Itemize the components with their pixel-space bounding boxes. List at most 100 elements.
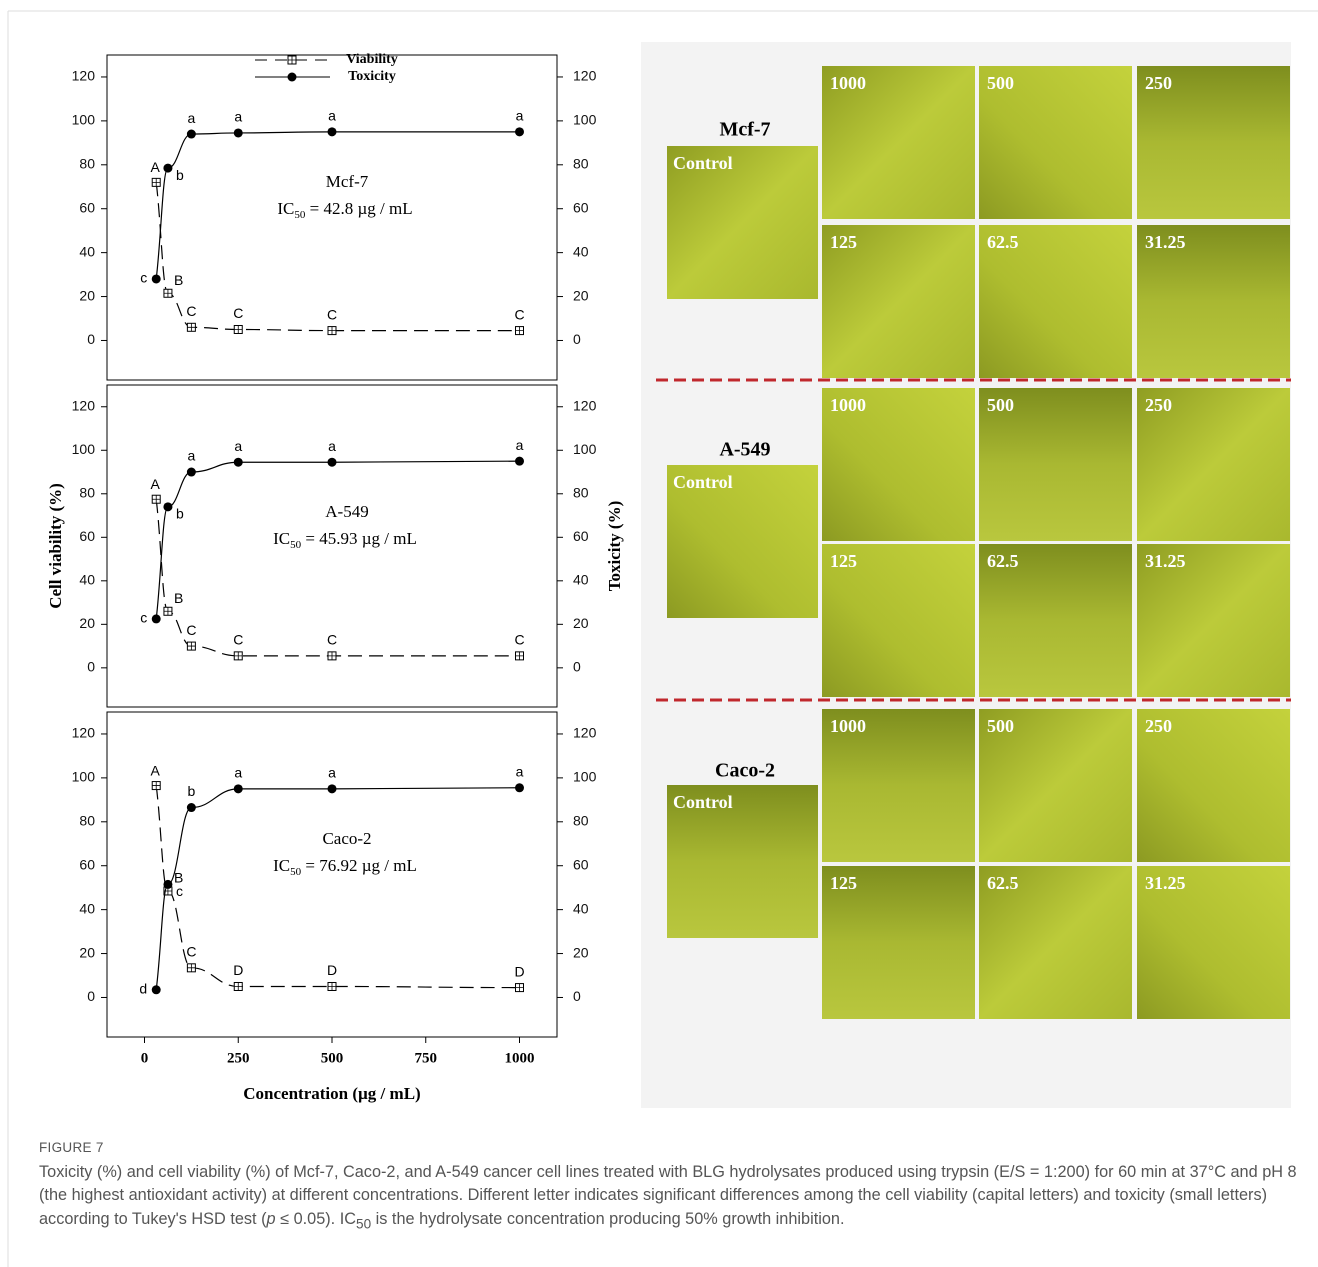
micrograph-label: Control: [673, 472, 733, 492]
micrograph: [822, 388, 975, 541]
ic50-sub: 50: [290, 866, 302, 878]
ic50-text: IC: [273, 856, 290, 875]
x-tick-label: 1000: [505, 1050, 535, 1066]
point-label: a: [328, 438, 336, 454]
y2-axis-label: Toxicity (%): [605, 501, 624, 592]
micrograph: [979, 544, 1132, 697]
toxicity-point: [163, 879, 173, 889]
micrograph-label: 500: [987, 73, 1014, 93]
micrograph: [1137, 709, 1290, 862]
y-tick-label: 60: [79, 199, 95, 215]
micrograph: [667, 465, 818, 618]
y2-tick-label: 40: [573, 572, 589, 588]
point-label: B: [174, 590, 183, 606]
marker-cross: [515, 326, 524, 335]
viability-point: [151, 177, 161, 187]
micrograph: [979, 225, 1132, 378]
point-label: C: [327, 306, 337, 322]
point-label: a: [516, 108, 524, 124]
point-label: D: [514, 963, 524, 979]
point-label: D: [327, 962, 337, 978]
ic50-text: IC: [277, 199, 294, 218]
micrograph-label: 125: [830, 551, 857, 571]
viability-point: [233, 324, 243, 334]
cell-line-title: A-549: [719, 439, 770, 461]
point-label: a: [328, 765, 336, 781]
y-tick-label: 120: [72, 397, 96, 413]
viability-point: [327, 326, 337, 336]
y2-tick-label: 0: [573, 988, 581, 1004]
point-label: C: [186, 622, 196, 638]
point-label: A: [151, 762, 161, 778]
x-tick-label: 0: [141, 1050, 149, 1066]
toxicity-point: [233, 784, 243, 794]
micrograph-label: 250: [1145, 73, 1172, 93]
marker-cross: [234, 982, 243, 991]
ic50-sub: 50: [290, 539, 302, 551]
toxicity-point: [515, 783, 524, 793]
point-label: D: [233, 962, 243, 978]
toxicity-point: [327, 127, 337, 137]
marker-cross: [187, 642, 196, 651]
annotation: A-549: [325, 502, 368, 521]
y-tick-label: 80: [79, 156, 95, 172]
micrograph: [822, 225, 975, 378]
point-label: d: [139, 980, 147, 996]
micrograph: [979, 388, 1132, 541]
y2-tick-label: 80: [573, 484, 589, 500]
micrograph: [1137, 66, 1290, 219]
y-tick-label: 40: [79, 900, 95, 916]
marker-cross: [152, 178, 161, 187]
y-tick-label: 0: [87, 331, 95, 347]
micrograph-label: 31.25: [1145, 232, 1186, 252]
y2-tick-label: 120: [573, 68, 597, 84]
micrograph: [1137, 866, 1290, 1019]
y2-tick-label: 120: [573, 725, 597, 741]
micrograph: [1137, 388, 1290, 541]
y-tick-label: 40: [79, 572, 95, 588]
annotation: Mcf-7: [326, 172, 369, 191]
viability-point: [515, 326, 524, 336]
marker-cross: [328, 651, 336, 660]
caption-text: p: [266, 1209, 276, 1228]
y-tick-label: 120: [72, 725, 96, 741]
toxicity-point: [515, 456, 524, 466]
ic50-sub: 50: [294, 209, 306, 221]
toxicity-point: [515, 127, 524, 137]
caption-text: ≤ 0.05). IC: [275, 1209, 357, 1228]
micrograph-label: 62.5: [987, 551, 1019, 571]
x-tick-label: 750: [415, 1050, 438, 1066]
x-tick-label: 250: [227, 1050, 250, 1066]
y-tick-label: 40: [79, 243, 95, 259]
marker-cross: [328, 326, 336, 335]
marker-cross: [234, 651, 243, 660]
y2-tick-label: 100: [573, 112, 597, 128]
micrograph-label: 31.25: [1145, 873, 1186, 893]
micrograph: [979, 709, 1132, 862]
point-label: b: [176, 506, 184, 522]
y-tick-label: 100: [72, 769, 96, 785]
toxicity-point: [233, 457, 243, 467]
y2-tick-label: 20: [573, 615, 589, 631]
viability-point: [186, 963, 196, 973]
y2-tick-label: 20: [573, 944, 589, 960]
x-tick-label: 500: [321, 1050, 344, 1066]
legend-marker: [288, 56, 296, 64]
point-label: C: [327, 632, 337, 648]
viability-point: [151, 494, 161, 504]
y2-tick-label: 60: [573, 856, 589, 872]
y2-tick-label: 60: [573, 199, 589, 215]
caption-text: 50: [356, 1216, 372, 1232]
toxicity-line: [155, 460, 520, 619]
toxicity-point: [327, 784, 337, 794]
point-label: C: [233, 305, 243, 321]
y-tick-label: 100: [72, 112, 96, 128]
y-tick-label: 20: [79, 615, 95, 631]
point-label: b: [176, 167, 184, 183]
viability-point: [327, 651, 337, 661]
ic50-annotation: IC50 = 42.8 µg / mL: [277, 199, 412, 221]
point-label: a: [516, 437, 524, 453]
micrograph: [822, 66, 975, 219]
toxicity-point: [163, 502, 173, 512]
